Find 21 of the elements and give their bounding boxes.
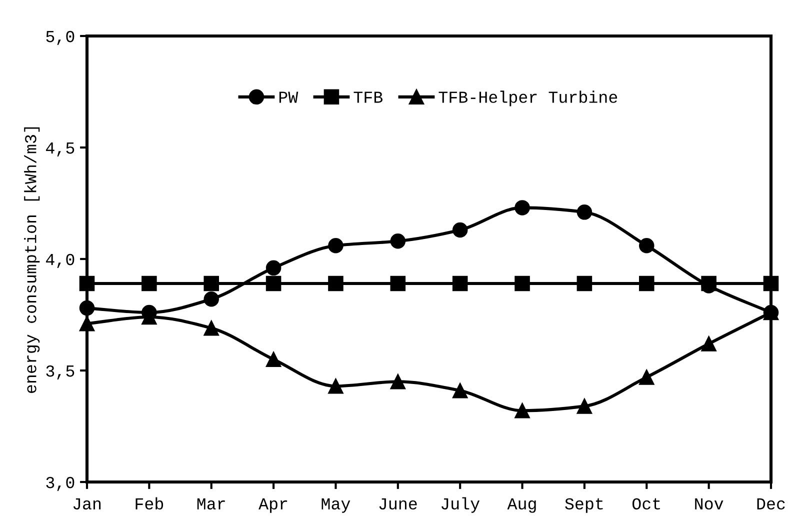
legend-label: TFB — [354, 92, 383, 103]
x-tick-label: Oct — [632, 498, 660, 510]
x-tick-label: June — [379, 498, 417, 510]
x-tick-label: Nov — [695, 498, 724, 510]
x-tick-label: Jan — [73, 498, 101, 510]
x-tick-label: Dec — [757, 498, 785, 510]
x-tick-label: Feb — [136, 497, 164, 510]
y-tick-label: 3,0 — [46, 476, 74, 491]
legend-label: TFB-Helper Turbine — [438, 90, 618, 106]
x-tick-label: Apr — [258, 498, 288, 513]
y-axis-title: energy consumption [kWh/m3] — [24, 127, 40, 393]
y-tick-label: 3,5 — [46, 365, 74, 380]
y-tick-label: 4,0 — [46, 254, 74, 268]
x-tick-label: July — [442, 497, 480, 513]
x-tick-label: Aug — [507, 498, 536, 513]
y-tick-label: 4,5 — [46, 142, 74, 156]
x-tick-label: Sept — [565, 498, 603, 513]
x-tick-label: May — [322, 498, 350, 513]
legend-label: PW — [279, 92, 298, 103]
x-tick-label: Mar — [197, 498, 225, 510]
y-tick-label: 5,0 — [46, 30, 74, 45]
